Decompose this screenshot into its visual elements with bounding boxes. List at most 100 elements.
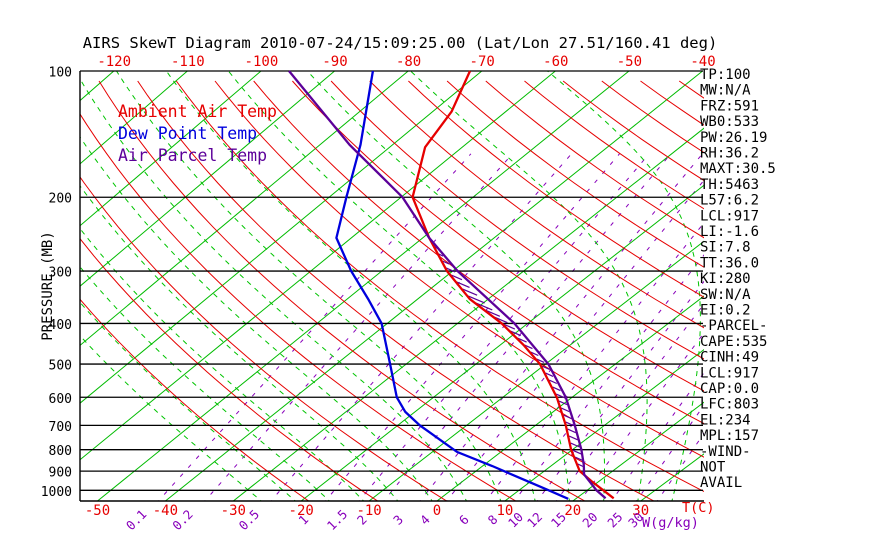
cape-hatch-line — [574, 456, 583, 461]
pressure-tick-label: 100 — [49, 66, 72, 81]
cape-hatch-line — [555, 393, 565, 399]
pressure-axis-label: PRESSURE (MB) — [40, 231, 56, 341]
stat-line: LCL:917 — [700, 365, 759, 381]
cape-hatch-line — [552, 386, 561, 392]
moist-adiabat-line — [410, 71, 648, 501]
dry-adiabat-line — [292, 80, 704, 392]
legend-air-parcel-temp: Air Parcel Temp — [118, 146, 267, 165]
legend-dew-point-temp: Dew Point Temp — [118, 124, 257, 143]
dry-adiabat-line — [330, 80, 704, 360]
cape-hatch-line — [536, 358, 545, 363]
mixing-ratio-tick-label: 6 — [456, 512, 472, 528]
top-temp-tick-label: -40 — [690, 54, 715, 70]
top-temp-tick-label: -80 — [396, 54, 421, 70]
dry-adiabat-line — [562, 80, 704, 182]
isotherm-line — [368, 240, 704, 501]
cape-hatch-line — [570, 442, 580, 448]
cape-hatch-line — [567, 428, 577, 434]
stat-line: L57:6.2 — [700, 193, 759, 209]
stat-line: TH:5463 — [700, 177, 759, 193]
mixing-ratio-line — [358, 153, 650, 501]
bottom-temp-tick-label: 10 — [496, 503, 513, 519]
bottom-temp-tick-label: 20 — [564, 503, 581, 519]
cape-hatch-line — [475, 302, 493, 311]
stat-line: MAXT:30.5 — [700, 161, 776, 177]
cape-hatch-line — [530, 351, 539, 357]
stat-line: CAP:0.0 — [700, 381, 759, 397]
dry-adiabat-line — [137, 80, 655, 501]
dry-adiabat-line — [214, 80, 704, 458]
cape-hatch-line — [442, 260, 450, 265]
stat-line: SI:7.8 — [700, 240, 751, 256]
ambient-air-temp-curve — [411, 70, 615, 500]
mixing-ratio-tick-label: 25 — [604, 509, 625, 530]
cape-hatch-line — [462, 288, 478, 296]
cape-hatch-line — [563, 414, 572, 420]
cape-hatch-line — [456, 281, 470, 289]
stat-line: SW:N/A — [700, 287, 751, 303]
cape-hatch-line — [494, 316, 508, 324]
stat-line: MPL:157 — [700, 428, 759, 444]
cape-hatch-line — [565, 421, 574, 427]
pressure-tick-label: 500 — [49, 359, 72, 374]
mixing-ratio-line — [485, 221, 704, 501]
mixing-ratio-line — [555, 303, 704, 501]
mixing-ratio-tick-label: 1.5 — [324, 507, 351, 534]
moist-adiabat-line — [80, 185, 399, 501]
cape-hatch-line — [510, 330, 521, 337]
dry-adiabat-line — [369, 80, 704, 329]
pressure-tick-label: 800 — [49, 444, 72, 459]
mixing-ratio-line — [446, 179, 704, 501]
cape-hatch-line — [558, 400, 568, 406]
isotherm-line — [80, 71, 188, 165]
mixing-ratio-line — [324, 153, 620, 501]
cape-hatch-line — [561, 407, 570, 413]
bottom-temp-tick-label: -30 — [221, 503, 246, 519]
cape-hatch-line — [517, 337, 527, 343]
cape-hatch-line — [438, 253, 444, 257]
cape-hatch-line — [568, 435, 578, 441]
mixing-ratio-line — [383, 153, 672, 501]
pressure-tick-label: 700 — [49, 420, 72, 435]
cape-hatch-line — [450, 274, 463, 281]
bottom-temp-tick-label: -10 — [356, 503, 381, 519]
moist-adiabat-line — [80, 78, 468, 501]
stat-line: -WIND- — [700, 444, 751, 460]
top-temp-tick-label: -70 — [470, 54, 495, 70]
moist-adiabat-line — [80, 136, 433, 501]
sounding-curves — [288, 70, 615, 500]
stat-line: EL:234 — [700, 412, 751, 428]
moist-adiabat-line — [116, 71, 502, 501]
mixing-ratio-tick-label: 0.1 — [123, 507, 150, 534]
top-temp-tick-label: -90 — [322, 54, 347, 70]
bottom-temp-tick-label: -20 — [289, 503, 314, 519]
cape-hatch-line — [577, 463, 584, 468]
moist-adiabat-line — [307, 71, 605, 501]
mixing-ratio-line — [270, 153, 572, 501]
stat-line: KI:280 — [700, 271, 751, 287]
stat-line: LFC:803 — [700, 397, 759, 413]
mixing-ratio-tick-label: 12 — [524, 509, 545, 530]
cape-hatch-line — [503, 323, 516, 330]
axis-frame — [79, 71, 704, 502]
top-temp-tick-label: -60 — [543, 54, 568, 70]
cape-hatch-line — [548, 379, 558, 385]
moist-adiabat-line — [547, 71, 701, 501]
pressure-tick-label: 1000 — [41, 485, 72, 500]
stat-line: AVAIL — [700, 475, 742, 491]
legend: Ambient Air Temp Dew Point Temp Air Parc… — [118, 102, 277, 165]
stat-line: TP:100 — [700, 67, 751, 83]
isotherm-line — [504, 349, 704, 501]
cape-hatch-area — [434, 246, 584, 468]
top-temp-tick-label: -110 — [171, 54, 205, 70]
pressure-tick-label: 400 — [49, 318, 72, 333]
top-temp-tick-label: -120 — [97, 54, 131, 70]
dry-adiabat-line — [175, 80, 704, 493]
mixing-ratio-tick-label: 4 — [417, 512, 433, 528]
stat-line: RH:36.2 — [700, 146, 759, 162]
cape-hatch-line — [571, 449, 582, 455]
cape-hatch-line — [541, 365, 550, 370]
temp-unit-label: T(C) — [682, 500, 715, 516]
dry-adiabat-line — [253, 80, 704, 425]
isotherm-line — [436, 295, 704, 501]
